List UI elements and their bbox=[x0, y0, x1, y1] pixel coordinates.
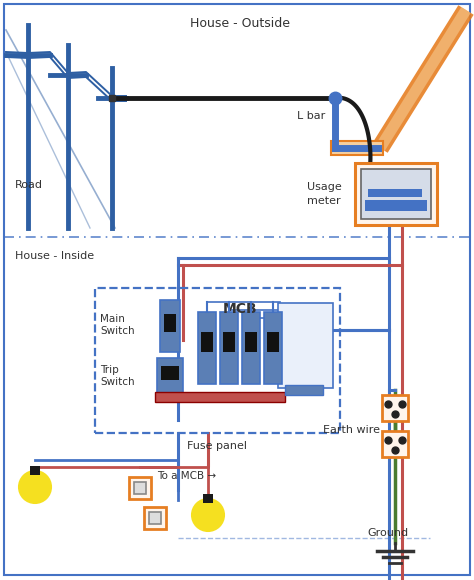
Text: Main
Switch: Main Switch bbox=[100, 314, 135, 336]
Text: House - Outside: House - Outside bbox=[190, 17, 290, 30]
Bar bbox=[164, 314, 176, 332]
Bar bbox=[245, 332, 257, 352]
Bar bbox=[382, 395, 408, 421]
Bar bbox=[264, 312, 282, 384]
Circle shape bbox=[19, 471, 51, 503]
Text: Earth wire: Earth wire bbox=[323, 425, 380, 435]
FancyBboxPatch shape bbox=[331, 141, 383, 155]
Bar bbox=[149, 512, 161, 524]
Bar bbox=[201, 332, 213, 352]
Bar bbox=[361, 169, 431, 219]
Bar bbox=[157, 358, 183, 398]
Text: Fuse panel: Fuse panel bbox=[188, 441, 247, 451]
Bar bbox=[198, 312, 216, 384]
Bar bbox=[285, 385, 323, 395]
Circle shape bbox=[192, 499, 224, 531]
Text: To a MCB →: To a MCB → bbox=[157, 471, 216, 481]
Text: Usage
meter: Usage meter bbox=[307, 182, 342, 205]
Bar bbox=[223, 332, 235, 352]
Bar bbox=[144, 507, 166, 529]
Text: MCB: MCB bbox=[223, 302, 257, 316]
Bar bbox=[365, 200, 427, 211]
Bar bbox=[155, 392, 285, 402]
Text: L bar: L bar bbox=[297, 111, 325, 121]
Bar bbox=[160, 300, 180, 352]
Text: Ground: Ground bbox=[367, 528, 408, 538]
Bar bbox=[30, 466, 40, 475]
Bar bbox=[134, 482, 146, 494]
Text: Trip
Switch: Trip Switch bbox=[100, 365, 135, 387]
Bar bbox=[242, 312, 260, 384]
Bar bbox=[382, 431, 408, 457]
Text: Road: Road bbox=[15, 180, 43, 190]
Bar bbox=[368, 189, 422, 197]
Bar bbox=[278, 303, 333, 388]
Bar bbox=[355, 163, 437, 225]
Bar bbox=[203, 494, 213, 503]
Bar bbox=[220, 312, 238, 384]
Bar bbox=[161, 366, 179, 380]
Bar bbox=[129, 477, 151, 499]
Bar bbox=[267, 332, 279, 352]
Text: House - Inside: House - Inside bbox=[15, 251, 94, 261]
Bar bbox=[95, 288, 340, 433]
